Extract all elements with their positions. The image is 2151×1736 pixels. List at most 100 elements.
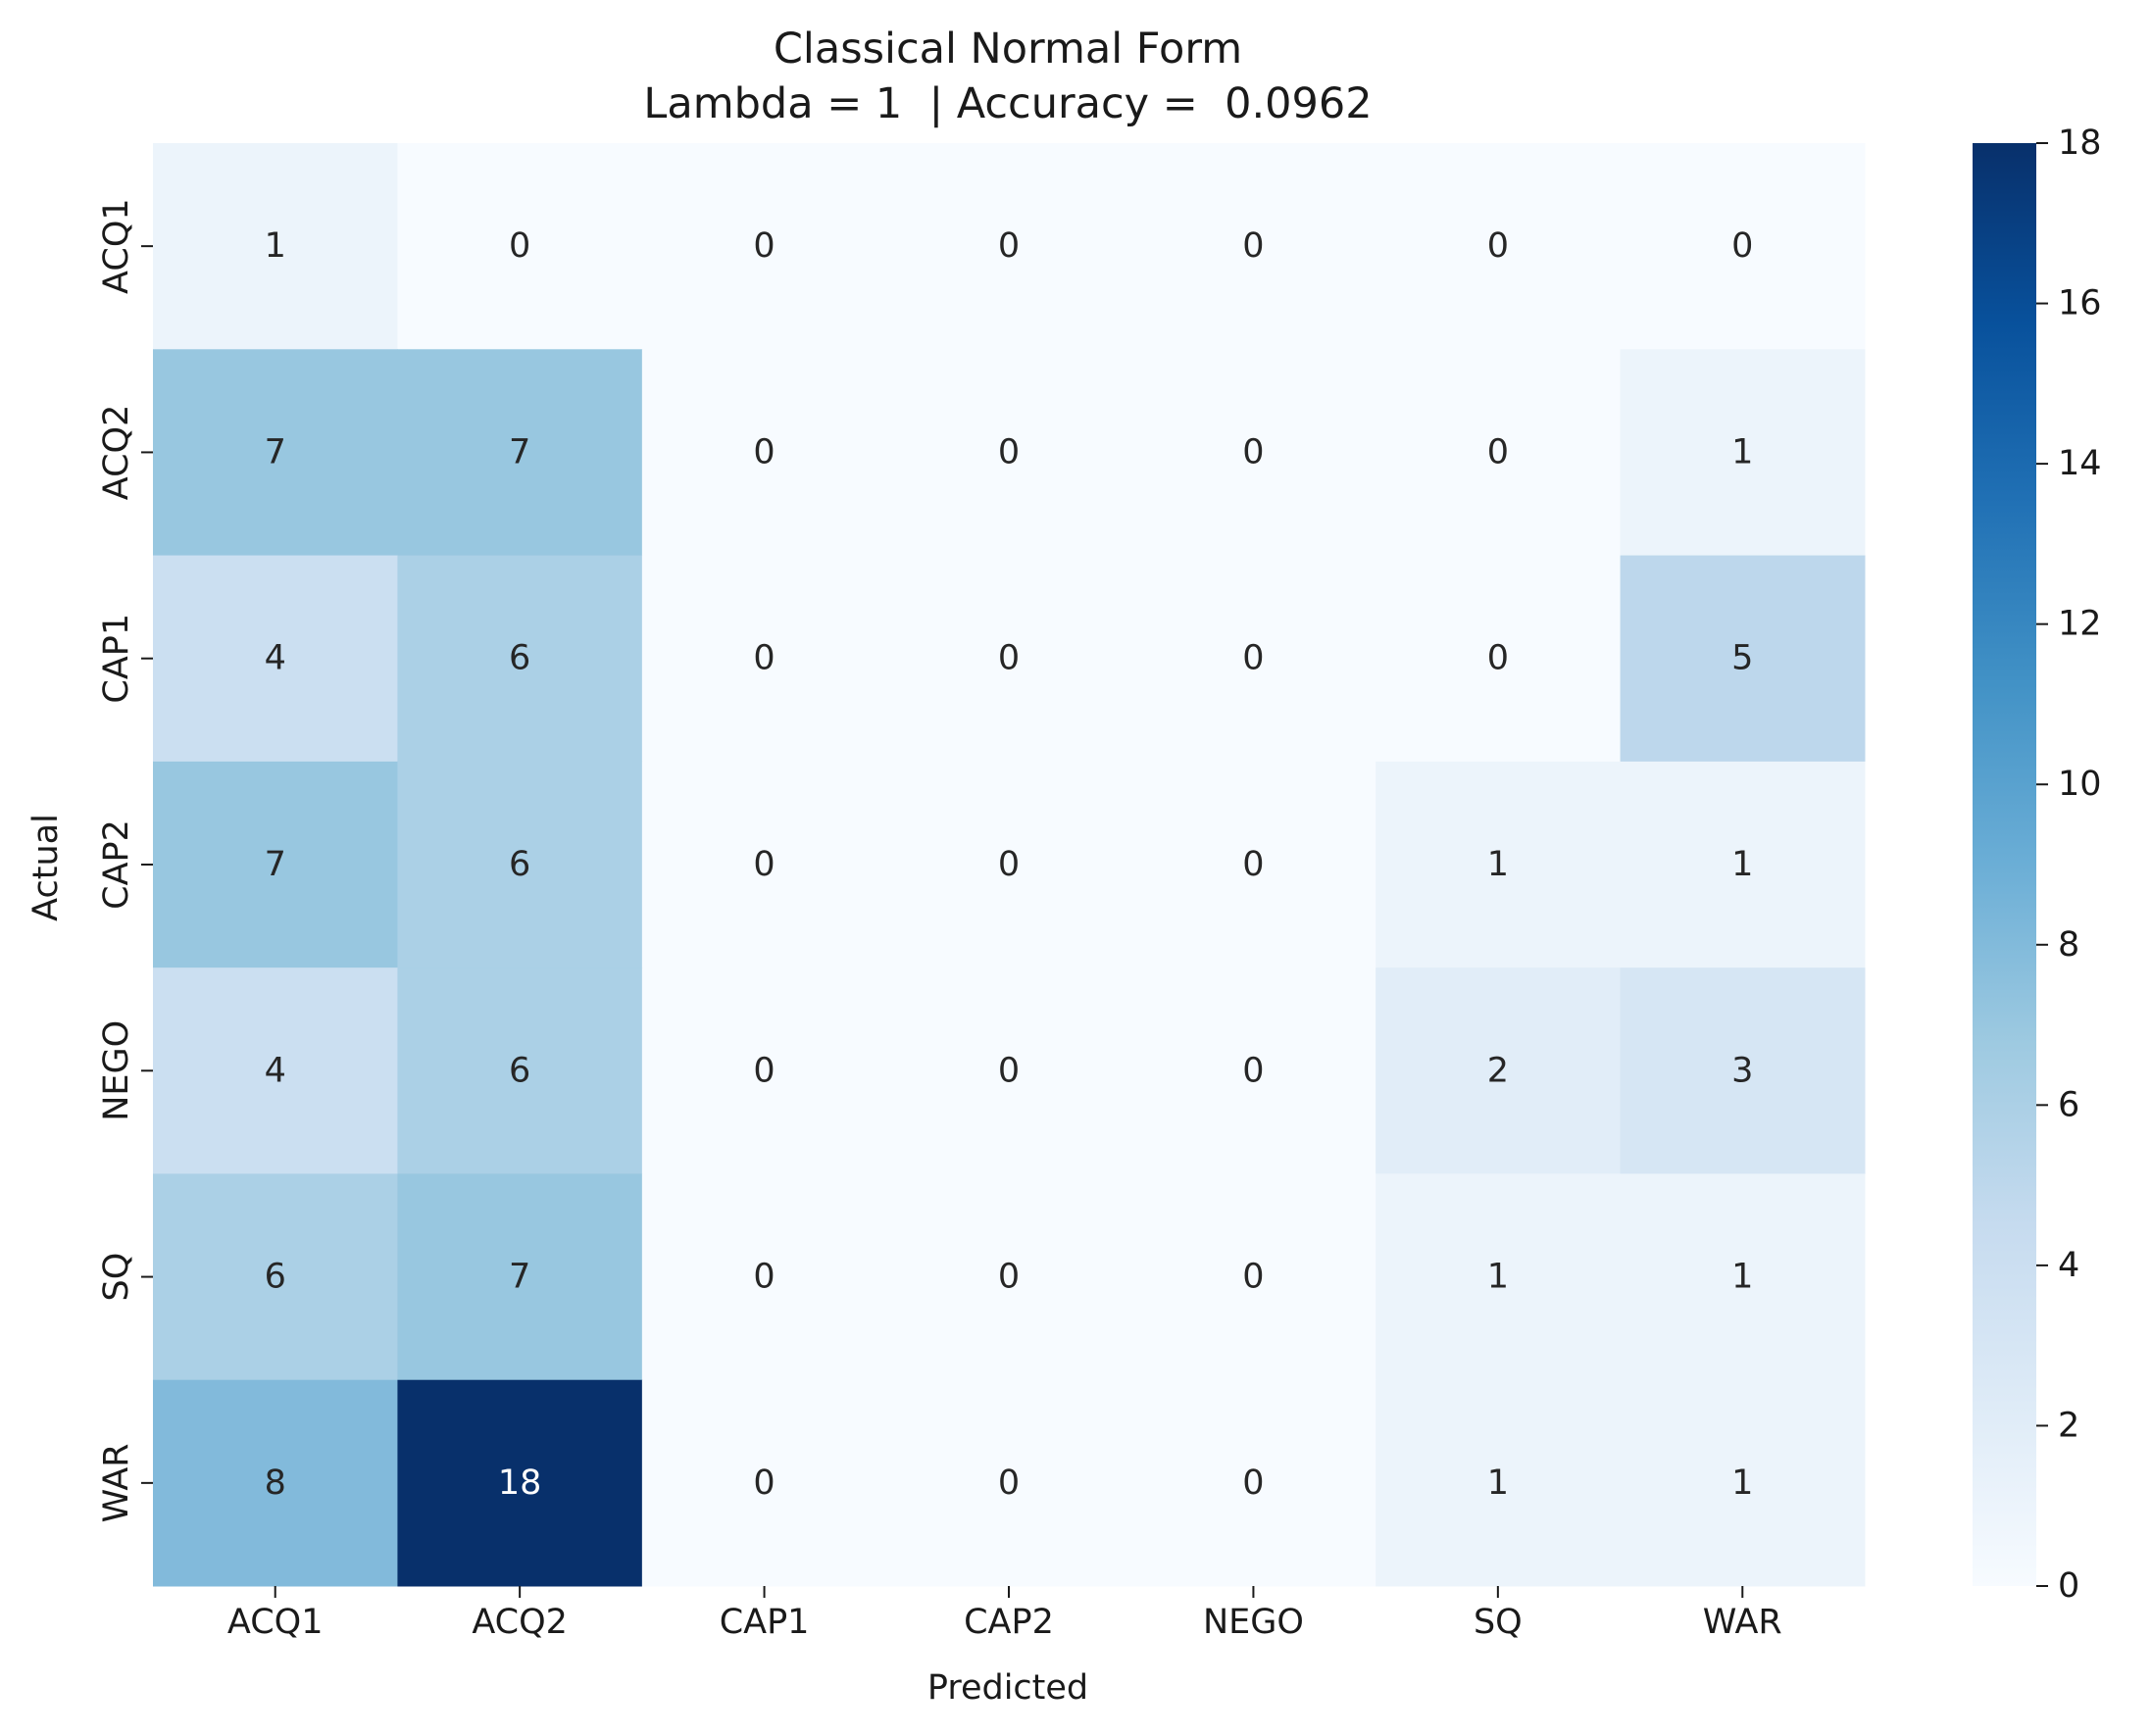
colorbar-tick-label: 8 bbox=[2058, 925, 2079, 965]
chart-title: Classical Normal Form bbox=[774, 25, 1242, 74]
cell-value-label: 6 bbox=[265, 1258, 286, 1297]
heatmap-cell bbox=[1130, 349, 1376, 557]
heatmap-cell bbox=[1376, 967, 1622, 1174]
cell-value-label: 0 bbox=[753, 1051, 775, 1090]
cell-value-label: 0 bbox=[1242, 432, 1264, 471]
y-tick-label: WAR bbox=[97, 1443, 136, 1522]
cell-value-label: 1 bbox=[1731, 432, 1753, 471]
cell-value-label: 5 bbox=[1731, 639, 1753, 678]
heatmap-cell bbox=[1130, 1379, 1376, 1587]
colorbar-tick-label: 12 bbox=[2058, 605, 2102, 644]
colorbar-tick-label: 10 bbox=[2058, 765, 2102, 804]
cell-value-label: 0 bbox=[753, 1463, 775, 1503]
cell-value-label: 0 bbox=[509, 226, 530, 266]
colorbar-tick-label: 16 bbox=[2058, 284, 2102, 323]
cell-value-label: 4 bbox=[265, 1051, 286, 1090]
heatmap-cell bbox=[1620, 761, 1866, 968]
cell-value-label: 7 bbox=[265, 432, 286, 471]
cell-value-label: 1 bbox=[265, 226, 286, 266]
heatmap-cell bbox=[1620, 143, 1866, 350]
cell-value-label: 0 bbox=[753, 432, 775, 471]
heatmap-cell bbox=[641, 1379, 887, 1587]
colorbar-tick-label: 4 bbox=[2058, 1246, 2079, 1285]
colorbar-tick-label: 6 bbox=[2058, 1085, 2079, 1124]
cell-value-label: 0 bbox=[1242, 226, 1264, 266]
heatmap-cell bbox=[1620, 967, 1866, 1174]
heatmap-cell bbox=[1620, 1379, 1866, 1587]
heatmap-cell bbox=[886, 761, 1132, 968]
cell-value-label: 0 bbox=[998, 639, 1020, 678]
heatmap-cell bbox=[886, 967, 1132, 1174]
heatmap-cell bbox=[1376, 761, 1622, 968]
heatmap-cell bbox=[1130, 761, 1376, 968]
cell-value-label: 0 bbox=[1242, 1463, 1264, 1503]
x-tick-label: NEGO bbox=[1203, 1603, 1304, 1642]
cell-value-label: 1 bbox=[1731, 1463, 1753, 1503]
cell-value-label: 7 bbox=[509, 432, 530, 471]
heatmap-cell bbox=[1376, 1379, 1622, 1587]
heatmap-cell bbox=[397, 761, 643, 968]
colorbar-tick-label: 2 bbox=[2058, 1406, 2079, 1445]
cell-value-label: 1 bbox=[1731, 845, 1753, 884]
cell-value-label: 0 bbox=[998, 226, 1020, 266]
heatmap-cell bbox=[397, 555, 643, 763]
cell-value-label: 3 bbox=[1731, 1051, 1753, 1090]
cell-value-label: 0 bbox=[1487, 226, 1509, 266]
y-tick-label: SQ bbox=[97, 1253, 136, 1302]
x-tick-label: SQ bbox=[1474, 1603, 1523, 1642]
cell-value-label: 0 bbox=[1731, 226, 1753, 266]
heatmap-cell bbox=[641, 555, 887, 763]
cell-value-label: 0 bbox=[1242, 1051, 1264, 1090]
cell-value-label: 6 bbox=[509, 1051, 530, 1090]
cell-value-label: 0 bbox=[1242, 845, 1264, 884]
cell-value-label: 0 bbox=[998, 1258, 1020, 1297]
y-axis-label: Actual bbox=[26, 814, 66, 921]
heatmap-cell bbox=[886, 349, 1132, 557]
colorbar-tick-label: 14 bbox=[2058, 444, 2102, 483]
heatmap-cell bbox=[1620, 555, 1866, 763]
colorbar-tick-label: 18 bbox=[2058, 124, 2102, 163]
colorbar-ticks: 0 2 4 6 8 10 12 14 16 18 bbox=[2036, 124, 2102, 1606]
cell-value-label: 0 bbox=[998, 1051, 1020, 1090]
cell-value-label: 1 bbox=[1487, 1258, 1509, 1297]
cell-value-label: 0 bbox=[1487, 639, 1509, 678]
cell-value-label: 1 bbox=[1487, 845, 1509, 884]
cell-value-label: 0 bbox=[753, 226, 775, 266]
chart-subtitle: Lambda = 1 | Accuracy = 0.0962 bbox=[643, 79, 1372, 128]
heatmap-cell bbox=[1130, 143, 1376, 350]
x-axis-label: Predicted bbox=[927, 1668, 1088, 1708]
cell-value-label: 6 bbox=[509, 845, 530, 884]
heatmap-cell bbox=[1620, 349, 1866, 557]
x-tick-label: WAR bbox=[1703, 1603, 1782, 1642]
cell-value-label: 7 bbox=[509, 1258, 530, 1297]
cell-value-label: 6 bbox=[509, 639, 530, 678]
heatmap-cell bbox=[153, 761, 398, 968]
y-tick-label: CAP2 bbox=[97, 819, 136, 910]
x-axis-ticks: ACQ1 ACQ2 CAP1 CAP2 NEGO SQ WAR bbox=[227, 1586, 1782, 1642]
cell-value-label: 0 bbox=[753, 845, 775, 884]
heatmap-cell-labels: 1 0 0 0 0 0 0 7 7 0 0 0 0 1 4 6 0 0 0 0 5 7 6 0 0 0 1 1 4 6 0 0 0 2 3 6 7 0 0 0… bbox=[265, 226, 1754, 1503]
y-tick-label: NEGO bbox=[97, 1020, 136, 1121]
heatmap-cell bbox=[886, 1379, 1132, 1587]
cell-value-label: 1 bbox=[1487, 1463, 1509, 1503]
cell-value-label: 0 bbox=[998, 1463, 1020, 1503]
heatmap-cell bbox=[397, 1379, 643, 1587]
heatmap-cell bbox=[397, 967, 643, 1174]
cell-value-label: 0 bbox=[753, 639, 775, 678]
cell-value-label: 18 bbox=[498, 1463, 542, 1503]
cell-value-label: 4 bbox=[265, 639, 286, 678]
x-tick-label: ACQ2 bbox=[472, 1603, 568, 1642]
heatmap-cell bbox=[641, 967, 887, 1174]
heatmap-cell bbox=[1130, 967, 1376, 1174]
heatmap-cell bbox=[886, 143, 1132, 350]
cell-value-label: 0 bbox=[1242, 639, 1264, 678]
heatmap-cell bbox=[1376, 143, 1622, 350]
cell-value-label: 0 bbox=[1487, 432, 1509, 471]
heatmap-cell bbox=[153, 1173, 398, 1381]
heatmap-cell bbox=[641, 349, 887, 557]
heatmap-cell bbox=[153, 1379, 398, 1587]
heatmap-cell bbox=[1376, 1173, 1622, 1381]
y-tick-label: CAP1 bbox=[97, 614, 136, 704]
cell-value-label: 7 bbox=[265, 845, 286, 884]
cell-value-label: 1 bbox=[1731, 1258, 1753, 1297]
